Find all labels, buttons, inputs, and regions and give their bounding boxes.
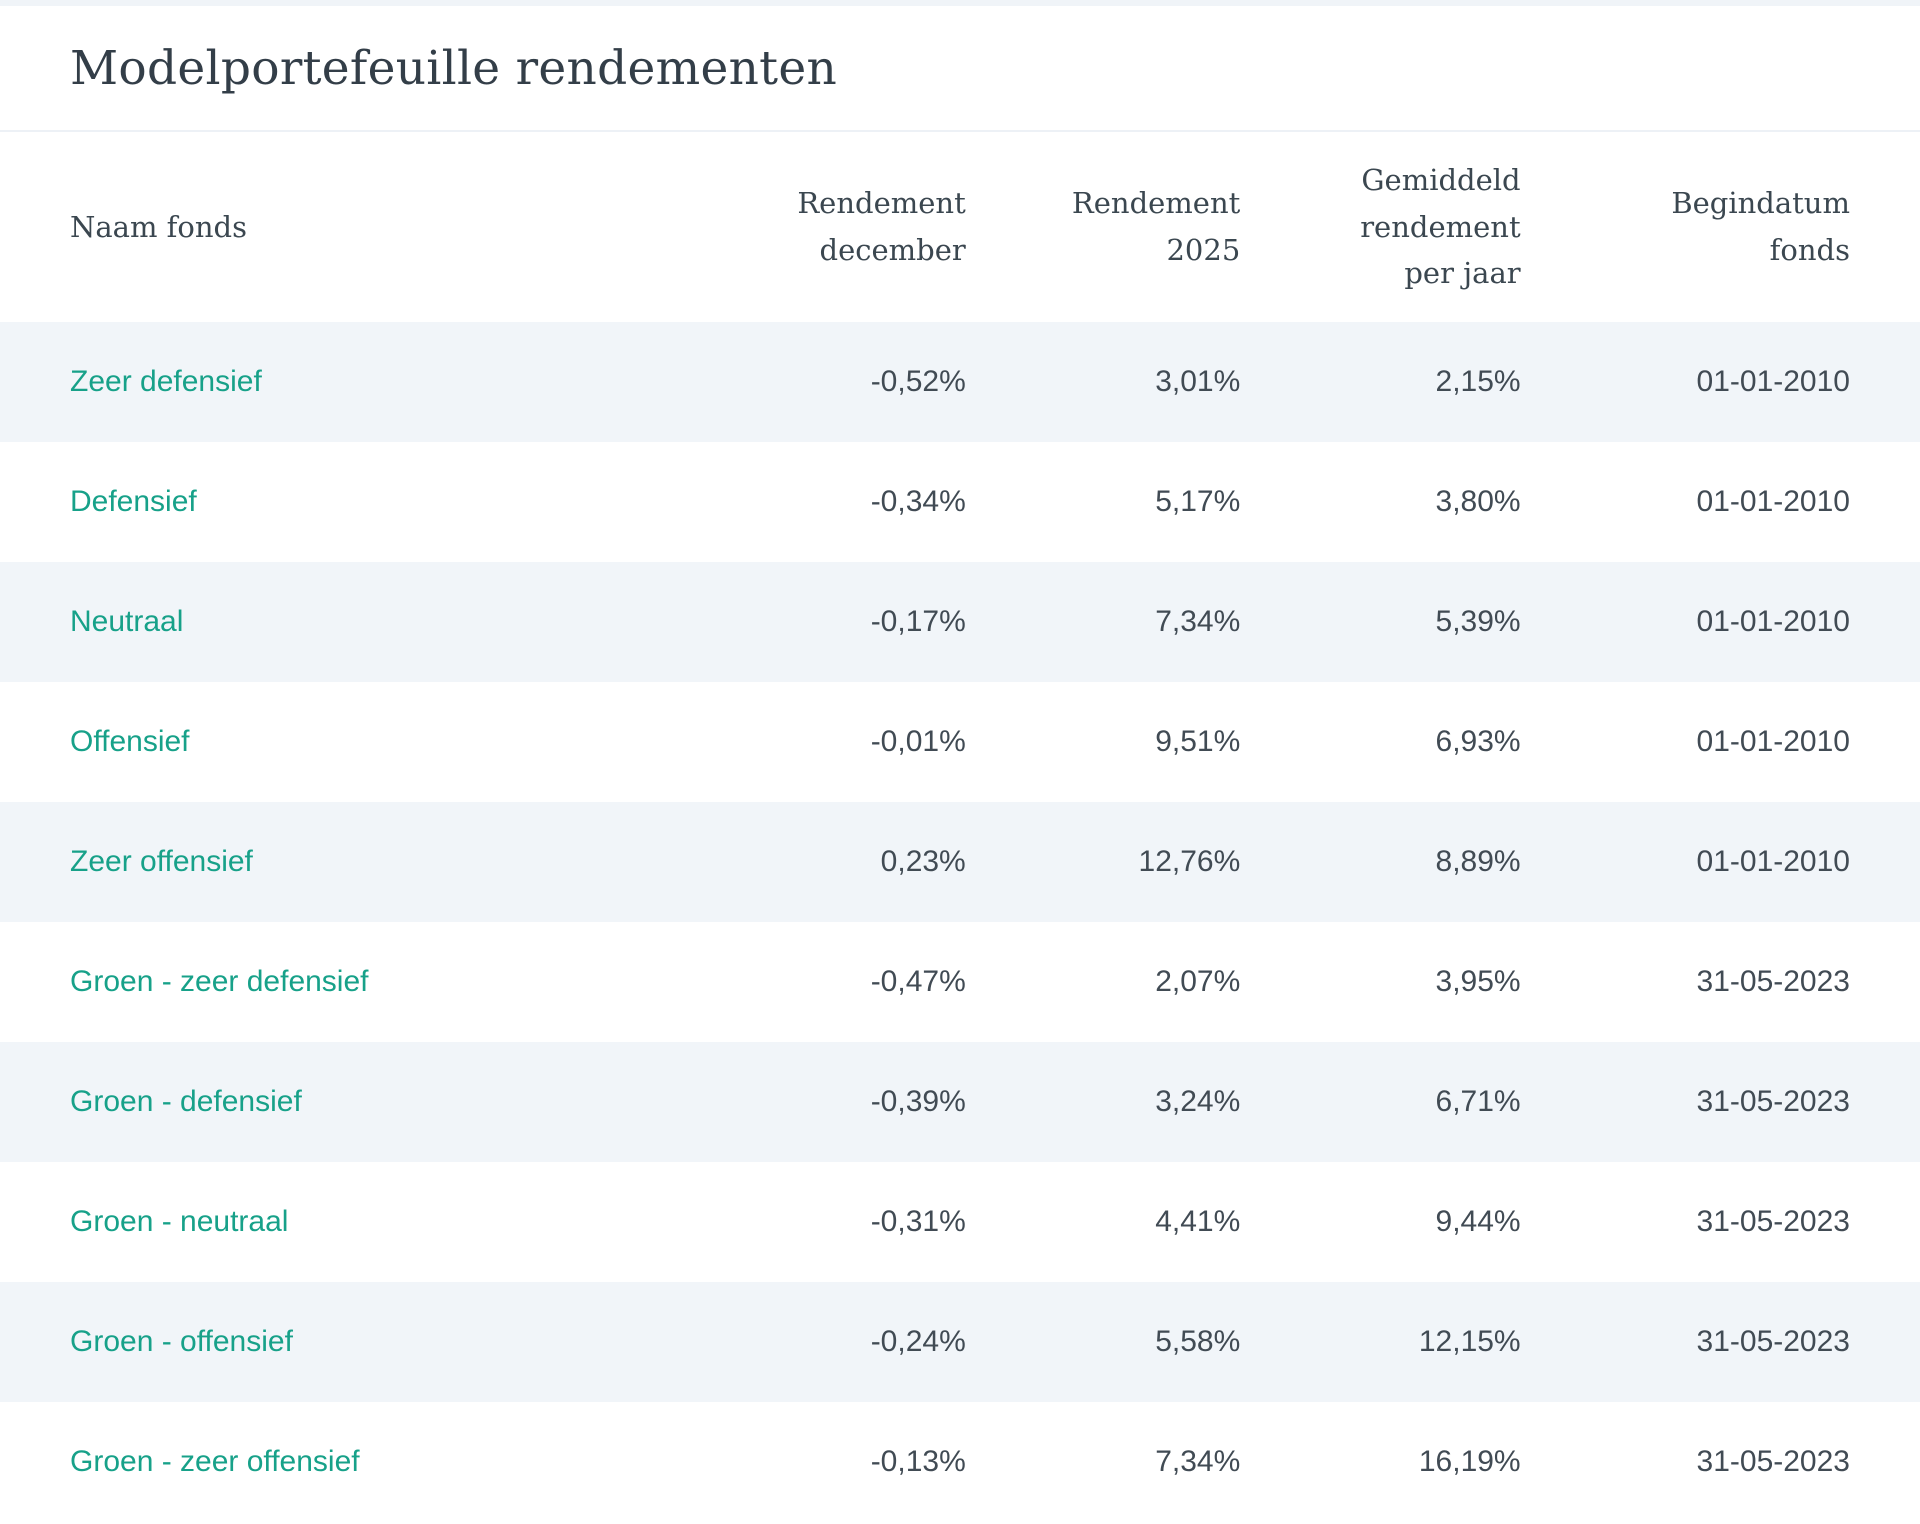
table-row: Neutraal -0,17% 7,34% 5,39% 01-01-2010 xyxy=(0,562,1920,682)
table-row: Zeer offensief 0,23% 12,76% 8,89% 01-01-… xyxy=(0,802,1920,922)
table-row: Zeer defensief -0,52% 3,01% 2,15% 01-01-… xyxy=(0,322,1920,442)
cell-rendement-2025: 2,07% xyxy=(1155,965,1241,998)
cell-naam-fonds: Offensief xyxy=(0,682,691,802)
cell-gemiddeld-rendement-per-jaar: 3,80% xyxy=(1435,485,1521,518)
cell-gemiddeld-rendement-per-jaar: 5,39% xyxy=(1435,605,1521,638)
title-bar: Modelportefeuille rendementen xyxy=(0,6,1920,132)
fund-link[interactable]: Zeer defensief xyxy=(70,365,262,398)
cell-begindatum-fonds: 01-01-2010 xyxy=(1696,725,1850,758)
cell-begindatum-fonds: 01-01-2010 xyxy=(1696,485,1850,518)
table-header: Naam fonds Rendement december Rendement … xyxy=(0,132,1920,322)
cell-rendement-2025: 3,24% xyxy=(1155,1085,1241,1118)
cell-rendement-2025: 3,01% xyxy=(1155,365,1241,398)
cell-naam-fonds: Groen - neutraal xyxy=(0,1162,691,1282)
cell-naam-fonds: Defensief xyxy=(0,442,691,562)
cell-begindatum-fonds: 31-05-2023 xyxy=(1696,1205,1850,1238)
cell-gemiddeld-rendement-per-jaar: 12,15% xyxy=(1418,1325,1521,1358)
table-row: Defensief -0,34% 5,17% 3,80% 01-01-2010 xyxy=(0,442,1920,562)
cell-naam-fonds: Groen - defensief xyxy=(0,1042,691,1162)
cell-begindatum-fonds: 01-01-2010 xyxy=(1696,605,1850,638)
cell-gemiddeld-rendement-per-jaar: 6,93% xyxy=(1435,725,1521,758)
fund-link[interactable]: Groen - zeer defensief xyxy=(70,965,369,998)
cell-begindatum-fonds: 31-05-2023 xyxy=(1696,1085,1850,1118)
table-row: Groen - zeer offensief -0,13% 7,34% 16,1… xyxy=(0,1402,1920,1522)
fund-link[interactable]: Defensief xyxy=(70,485,197,518)
cell-gemiddeld-rendement-per-jaar: 3,95% xyxy=(1435,965,1521,998)
fund-link[interactable]: Zeer offensief xyxy=(70,845,253,878)
cell-rendement-2025: 5,17% xyxy=(1155,485,1241,518)
cell-rendement-december: -0,13% xyxy=(870,1445,966,1478)
cell-rendement-december: -0,34% xyxy=(870,485,966,518)
page-title: Modelportefeuille rendementen xyxy=(70,40,838,96)
column-header-rendement-december: Rendement december xyxy=(797,186,966,267)
cell-rendement-december: -0,17% xyxy=(870,605,966,638)
table-row: Groen - defensief -0,39% 3,24% 6,71% 31-… xyxy=(0,1042,1920,1162)
cell-rendement-2025: 12,76% xyxy=(1138,845,1241,878)
table-row: Groen - neutraal -0,31% 4,41% 9,44% 31-0… xyxy=(0,1162,1920,1282)
cell-rendement-december: -0,01% xyxy=(870,725,966,758)
column-header-gemiddeld-rendement-per-jaar: Gemiddeld rendement per jaar xyxy=(1360,162,1521,291)
cell-naam-fonds: Groen - offensief xyxy=(0,1282,691,1402)
cell-naam-fonds: Zeer offensief xyxy=(0,802,691,922)
cell-gemiddeld-rendement-per-jaar: 6,71% xyxy=(1435,1085,1521,1118)
table-row: Groen - zeer defensief -0,47% 2,07% 3,95… xyxy=(0,922,1920,1042)
cell-begindatum-fonds: 31-05-2023 xyxy=(1696,1445,1850,1478)
cell-rendement-2025: 4,41% xyxy=(1155,1205,1241,1238)
fund-link[interactable]: Groen - neutraal xyxy=(70,1205,289,1238)
table-row: Offensief -0,01% 9,51% 6,93% 01-01-2010 xyxy=(0,682,1920,802)
cell-rendement-december: -0,24% xyxy=(870,1325,966,1358)
column-header-begindatum-fonds: Begindatum fonds xyxy=(1671,186,1850,267)
cell-gemiddeld-rendement-per-jaar: 9,44% xyxy=(1435,1205,1521,1238)
fund-link[interactable]: Offensief xyxy=(70,725,190,758)
table-row: Groen - offensief -0,24% 5,58% 12,15% 31… xyxy=(0,1282,1920,1402)
cell-rendement-december: -0,39% xyxy=(870,1085,966,1118)
column-header-naam-fonds: Naam fonds xyxy=(70,209,247,244)
cell-begindatum-fonds: 01-01-2010 xyxy=(1696,845,1850,878)
cell-naam-fonds: Groen - zeer offensief xyxy=(0,1402,691,1522)
fund-link[interactable]: Neutraal xyxy=(70,605,184,638)
cell-begindatum-fonds: 31-05-2023 xyxy=(1696,1325,1850,1358)
table-body: Zeer defensief -0,52% 3,01% 2,15% 01-01-… xyxy=(0,322,1920,1522)
cell-rendement-2025: 9,51% xyxy=(1155,725,1241,758)
fund-link[interactable]: Groen - defensief xyxy=(70,1085,302,1118)
cell-gemiddeld-rendement-per-jaar: 8,89% xyxy=(1435,845,1521,878)
column-header-rendement-2025: Rendement 2025 xyxy=(1071,186,1241,267)
cell-rendement-december: -0,47% xyxy=(870,965,966,998)
returns-table: Naam fonds Rendement december Rendement … xyxy=(0,132,1920,1522)
cell-rendement-2025: 7,34% xyxy=(1155,1445,1241,1478)
cell-begindatum-fonds: 31-05-2023 xyxy=(1696,965,1850,998)
fund-link[interactable]: Groen - offensief xyxy=(70,1325,293,1358)
cell-rendement-2025: 5,58% xyxy=(1155,1325,1241,1358)
cell-rendement-2025: 7,34% xyxy=(1155,605,1241,638)
fund-link[interactable]: Groen - zeer offensief xyxy=(70,1445,360,1478)
cell-naam-fonds: Neutraal xyxy=(0,562,691,682)
cell-gemiddeld-rendement-per-jaar: 16,19% xyxy=(1418,1445,1521,1478)
top-border xyxy=(0,0,1920,6)
cell-gemiddeld-rendement-per-jaar: 2,15% xyxy=(1435,365,1521,398)
cell-rendement-december: 0,23% xyxy=(880,845,966,878)
cell-naam-fonds: Zeer defensief xyxy=(0,322,691,442)
cell-begindatum-fonds: 01-01-2010 xyxy=(1696,365,1850,398)
cell-naam-fonds: Groen - zeer defensief xyxy=(0,922,691,1042)
cell-rendement-december: -0,52% xyxy=(870,365,966,398)
header-row: Naam fonds Rendement december Rendement … xyxy=(0,132,1920,322)
cell-rendement-december: -0,31% xyxy=(870,1205,966,1238)
